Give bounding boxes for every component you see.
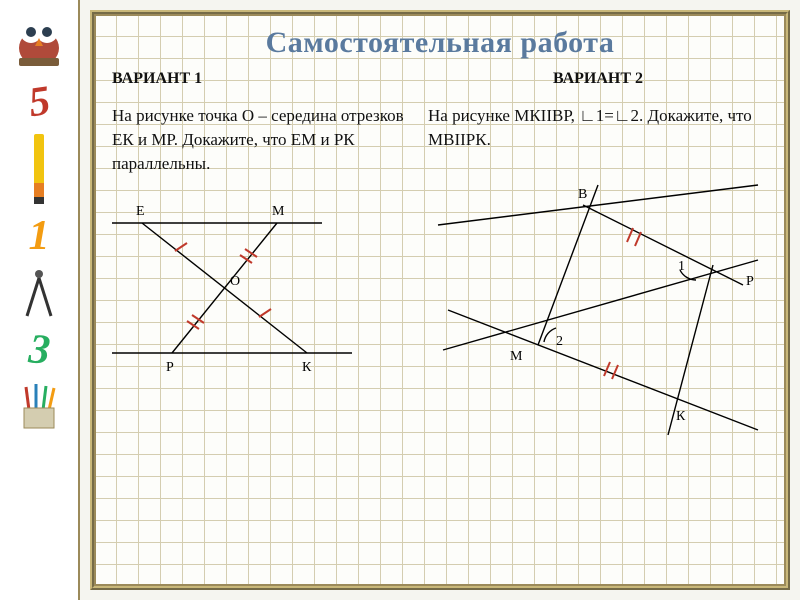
- page-title: Самостоятельная работа: [112, 26, 768, 60]
- compass-icon: [19, 268, 59, 318]
- variant-1-column: ВАРИАНТ 1 На рисунке точка О – середина …: [112, 70, 408, 450]
- label-P2: Р: [746, 274, 754, 289]
- label-angle2: 2: [556, 334, 563, 349]
- label-K2: К: [676, 409, 686, 424]
- variant-2-heading: ВАРИАНТ 2: [428, 70, 768, 88]
- variant-1-heading: ВАРИАНТ 1: [112, 70, 408, 88]
- label-angle1: 1: [678, 259, 685, 274]
- variant-2-column: ВАРИАНТ 2 На рисунке МКIIВР, ∟1=∟2. Дока…: [428, 70, 768, 450]
- digit-3-icon: 3: [26, 325, 51, 375]
- variant-2-task: На рисунке МКIIВР, ∟1=∟2. Докажите, что …: [428, 104, 768, 152]
- figure-1: Е М О Р К: [112, 193, 408, 393]
- label-K: К: [302, 360, 312, 375]
- digit-5-icon: 5: [25, 77, 52, 127]
- digit-1-icon: 1: [29, 212, 50, 260]
- label-P: Р: [166, 360, 174, 375]
- worksheet-panel: Самостоятельная работа ВАРИАНТ 1 На рису…: [90, 10, 790, 590]
- label-O: О: [230, 274, 240, 289]
- figure-2: В Р М К 1 2: [428, 170, 768, 450]
- label-B: В: [578, 187, 587, 202]
- label-E: Е: [136, 204, 145, 219]
- sidebar: 5 1 3: [0, 0, 80, 600]
- pencil-cup-icon: [14, 382, 64, 432]
- variant-1-task: На рисунке точка О – середина отрезков Е…: [112, 104, 408, 175]
- label-M2: М: [510, 349, 523, 364]
- pencil-icon: [34, 134, 44, 204]
- label-M: М: [272, 204, 285, 219]
- owl-mascot-icon: [9, 10, 69, 70]
